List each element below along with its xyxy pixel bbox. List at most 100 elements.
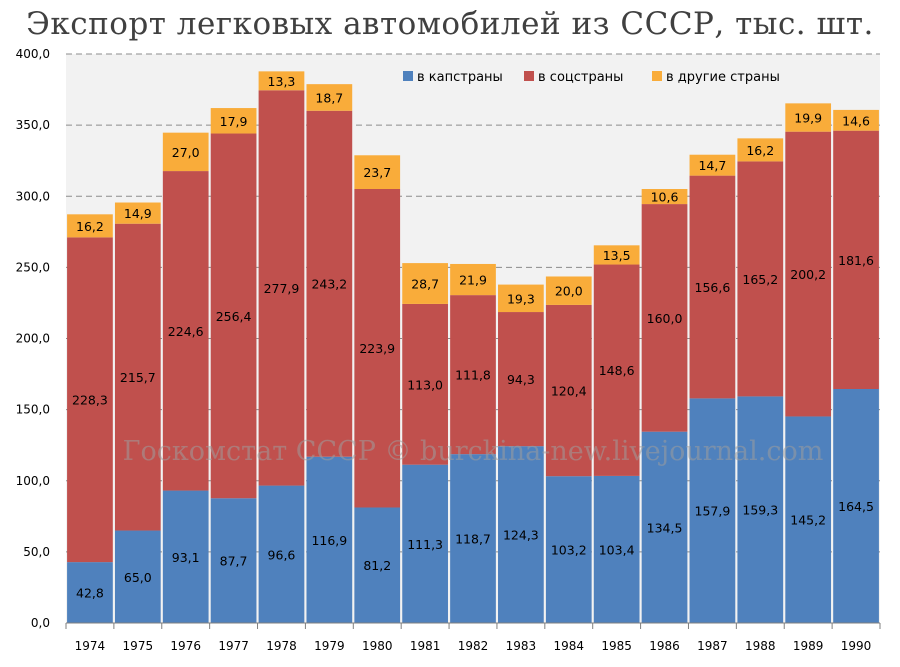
x-tick-label: 1977 (218, 639, 249, 653)
x-tick-label: 1975 (123, 639, 154, 653)
bar-segment-socialist (545, 304, 592, 477)
legend-label: в капстраны (417, 70, 503, 85)
x-tick-label: 1983 (506, 639, 537, 653)
bar-segment-other (354, 155, 401, 189)
y-tick-label: 0,0 (31, 616, 50, 630)
bar-segment-other (641, 188, 688, 205)
bar-segment-socialist (354, 188, 401, 508)
x-tick-label: 1989 (793, 639, 824, 653)
bar-segment-capitalist (450, 454, 496, 623)
y-tick-label: 350,0 (16, 118, 50, 132)
data-label: 14,6 (842, 113, 870, 128)
data-label: 103,4 (599, 542, 635, 557)
data-label: 27,0 (172, 145, 200, 160)
data-label: 93,1 (172, 550, 200, 565)
x-tick-label: 1982 (458, 639, 489, 653)
data-label: 157,9 (695, 504, 731, 519)
chart-title: Экспорт легковых автомобилей из СССР, ты… (26, 6, 874, 42)
bar-segment-socialist (737, 161, 784, 397)
bar-segment-capitalist (67, 562, 113, 623)
data-label: 17,9 (220, 114, 248, 129)
data-label: 13,5 (603, 248, 631, 263)
data-label: 256,4 (216, 309, 252, 324)
bar-segment-capitalist (833, 388, 879, 623)
bar-segment-other (306, 84, 353, 111)
bar-segment-capitalist (114, 530, 161, 623)
data-label: 21,9 (459, 273, 487, 288)
data-label: 165,2 (742, 272, 778, 287)
bar-segment-capitalist (737, 396, 784, 623)
data-label: 124,3 (503, 528, 539, 543)
bar-segment-socialist (833, 130, 879, 389)
data-label: 120,4 (551, 384, 587, 399)
x-tick-label: 1987 (697, 639, 728, 653)
bar-segment-socialist (450, 295, 496, 455)
x-tick-label: 1988 (745, 639, 776, 653)
x-tick-label: 1979 (314, 639, 345, 653)
bar-segment-capitalist (258, 485, 305, 623)
bar-segment-socialist (258, 90, 305, 486)
data-label: 215,7 (120, 370, 156, 385)
bar-segment-socialist (498, 312, 544, 447)
data-label: 10,6 (651, 190, 679, 205)
data-label: 223,9 (359, 341, 395, 356)
bar-segment-other (114, 202, 161, 224)
x-tick-label: 1984 (553, 639, 584, 653)
bar-segment-socialist (162, 171, 209, 491)
x-tick-label: 1978 (266, 639, 297, 653)
data-label: 14,7 (698, 158, 726, 173)
bar-segment-other (450, 263, 496, 296)
data-label: 277,9 (264, 281, 300, 296)
data-label: 23,7 (363, 165, 391, 180)
data-label: 96,6 (268, 547, 296, 562)
bar-segment-other (785, 103, 832, 132)
data-label: 118,7 (455, 532, 491, 547)
bar-segment-capitalist (306, 456, 353, 623)
data-label: 228,3 (72, 393, 108, 408)
bar-segment-other (210, 108, 257, 134)
data-label: 111,8 (455, 368, 491, 383)
watermark-text: Госкомстат СССР © burckina-new.livejourn… (123, 436, 824, 467)
y-tick-label: 50,0 (23, 545, 50, 559)
bar-segment-capitalist (402, 464, 448, 623)
bar-segment-capitalist (689, 398, 736, 623)
data-label: 116,9 (311, 533, 347, 548)
x-tick-label: 1985 (601, 639, 632, 653)
y-tick-label: 150,0 (16, 403, 50, 417)
x-tick-label: 1990 (841, 639, 872, 653)
bar-segment-socialist (114, 223, 161, 531)
y-tick-label: 250,0 (16, 260, 50, 274)
data-label: 18,7 (315, 90, 343, 105)
data-label: 159,3 (742, 503, 778, 518)
legend-swatch (403, 71, 413, 81)
data-label: 156,6 (695, 280, 731, 295)
data-label: 13,3 (268, 74, 296, 89)
data-label: 103,2 (551, 543, 587, 558)
bar-segment-socialist (641, 204, 688, 432)
bar-segment-capitalist (785, 416, 832, 623)
data-label: 28,7 (411, 277, 439, 292)
bar-segment-socialist (689, 175, 736, 399)
data-label: 16,2 (746, 143, 774, 158)
y-tick-label: 300,0 (16, 189, 50, 203)
bar-segment-capitalist (593, 475, 640, 623)
data-label: 243,2 (311, 277, 347, 292)
bar-segment-other (258, 71, 305, 91)
bar-segment-other (833, 109, 879, 131)
bar-segment-capitalist (498, 446, 544, 623)
data-label: 224,6 (168, 324, 204, 339)
data-label: 94,3 (507, 372, 535, 387)
bar-segment-capitalist (210, 498, 257, 623)
data-label: 181,6 (838, 253, 874, 268)
bar-segment-capitalist (545, 476, 592, 623)
legend-swatch (524, 71, 534, 81)
data-label: 160,0 (647, 311, 683, 326)
legend-swatch (652, 71, 662, 81)
x-tick-label: 1986 (649, 639, 680, 653)
data-label: 16,2 (76, 219, 104, 234)
y-tick-label: 100,0 (16, 474, 50, 488)
legend-label: в другие страны (666, 70, 780, 85)
bar-segment-socialist (306, 110, 353, 457)
bar-segment-other (737, 138, 784, 162)
